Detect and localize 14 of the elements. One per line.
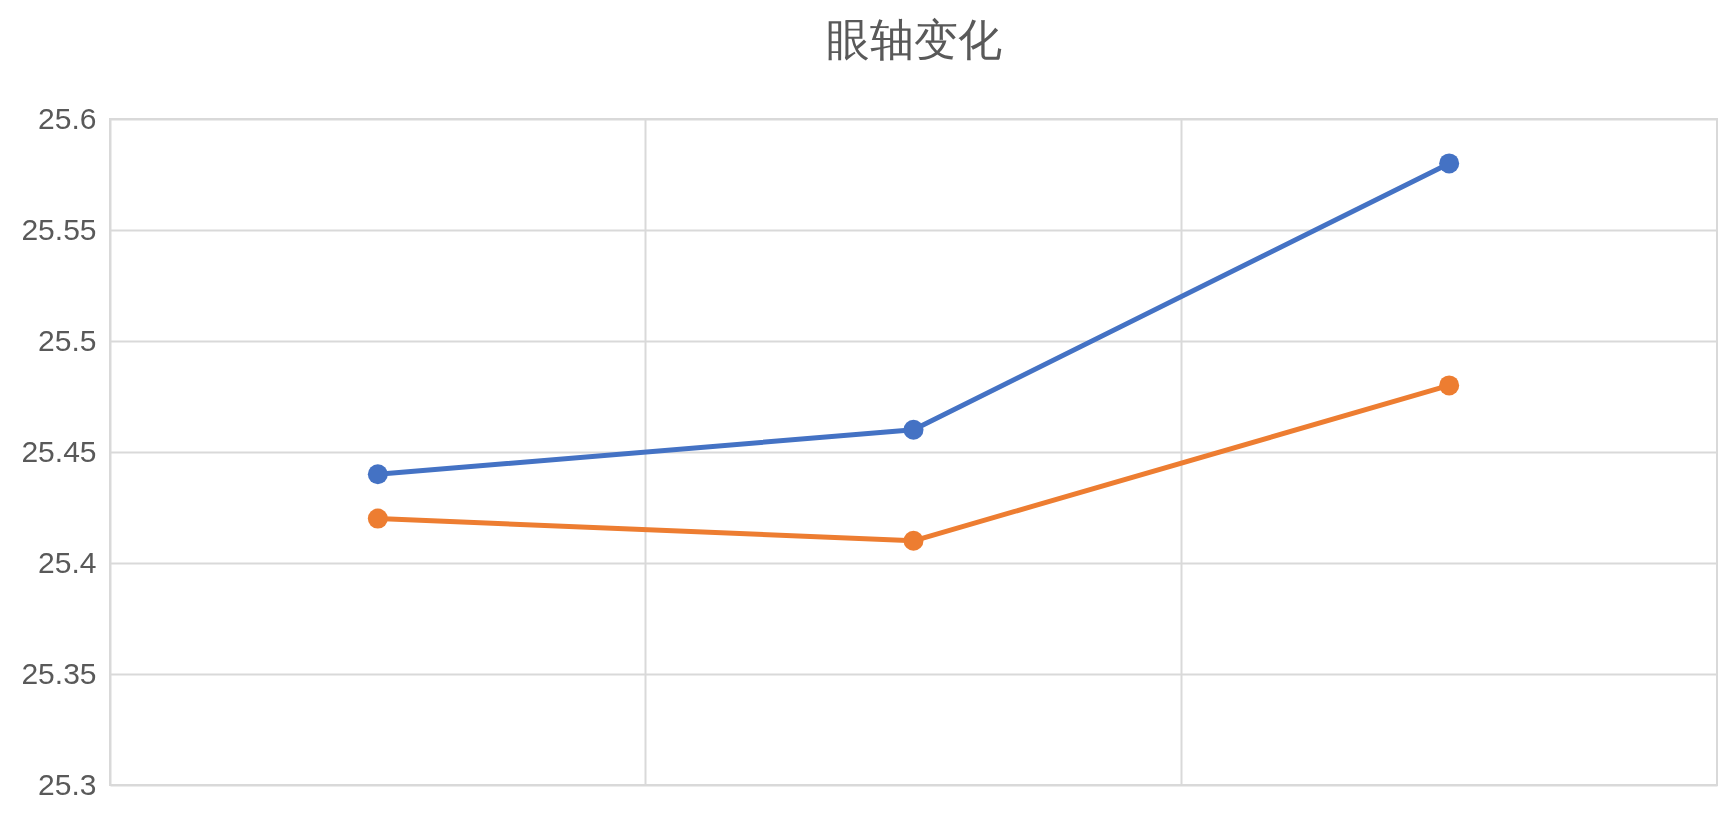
y-tick-label: 25.4 (38, 545, 97, 579)
point (903, 530, 924, 551)
y-tick-label: 25.45 (21, 434, 97, 468)
y-tick-label: 25.3 (38, 767, 97, 801)
point (903, 419, 924, 440)
point (1439, 375, 1460, 396)
y-tick-label: 25.35 (21, 656, 97, 690)
point (1439, 153, 1460, 174)
y-tick-label: 25.55 (21, 212, 97, 246)
point (367, 464, 388, 485)
point (367, 508, 388, 529)
y-tick-label: 25.6 (38, 101, 97, 135)
chart-title: 眼轴变化 (825, 14, 1002, 65)
y-tick-label: 25.5 (38, 323, 97, 357)
